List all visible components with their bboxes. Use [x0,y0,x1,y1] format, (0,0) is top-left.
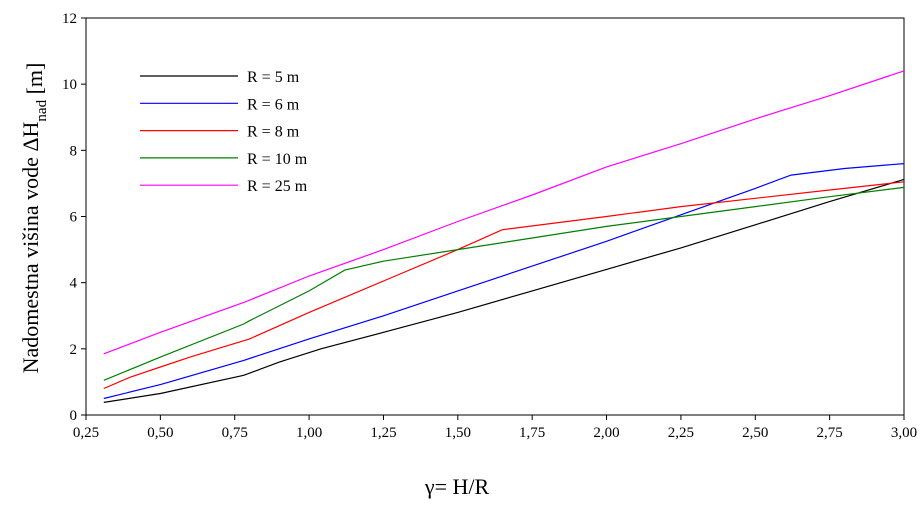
series-line-3 [103,181,905,390]
x-tick-label: 1,50 [445,425,471,441]
x-tick-label: 2,75 [817,425,843,441]
x-tick-label: 1,75 [519,425,545,441]
legend-label-4: R = 10 m [247,151,308,168]
series-lines [103,70,905,403]
x-tick-label: 3,00 [891,425,917,441]
axis-ticks: 0,25 0,50 0,75 1,00 1,25 1,50 1,75 2,00 2,25 2,50… [62,11,917,441]
y-tick-label: 0 [70,408,78,424]
y-tick-label: 10 [62,77,77,93]
x-tick-label: 0,25 [73,425,99,441]
y-tick-label: 12 [62,11,77,27]
series-line-5 [103,70,905,355]
plot-area [85,17,905,416]
legend-label-5: R = 25 m [247,178,308,195]
y-tick-label: 4 [70,276,78,292]
legend-label-1: R = 5 m [247,69,300,86]
y-tick-label: 8 [70,143,78,159]
x-tick-label: 2,50 [742,425,768,441]
x-tick-label: 2,25 [668,425,694,441]
x-tick-label: 0,50 [147,425,173,441]
x-tick-label: 0,75 [222,425,248,441]
series-line-2 [103,163,905,400]
legend-label-2: R = 6 m [247,96,300,113]
y-tick-label: 6 [70,210,78,226]
y-tick-label: 2 [70,342,78,358]
series-line-4 [103,186,905,381]
x-tick-label: 1,25 [370,425,396,441]
legend: R = 5 m R = 6 m R = 8 m R = 10 m R = 25 m [140,69,308,195]
y-axis-title-subscript: nad [34,99,50,121]
y-axis-title: Nadomestna višina vode ΔHnad [m] [18,63,50,374]
x-tick-label: 2,00 [593,425,619,441]
plot-frame [85,17,905,416]
series-line-1 [103,178,905,403]
y-axis-title-main: Nadomestna višina vode ΔH [18,121,43,373]
x-tick-label: 1,00 [296,425,322,441]
x-axis-title: γ= H/R [424,474,490,499]
y-axis-title-unit: [m] [22,63,47,100]
legend-label-3: R = 8 m [247,124,300,141]
